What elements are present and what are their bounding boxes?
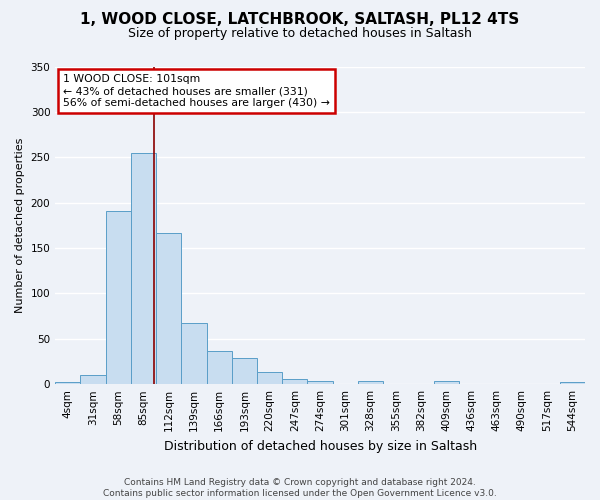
X-axis label: Distribution of detached houses by size in Saltash: Distribution of detached houses by size … bbox=[164, 440, 476, 452]
Bar bbox=[232, 358, 257, 384]
Bar bbox=[206, 350, 232, 384]
Bar bbox=[55, 382, 80, 384]
Bar bbox=[80, 375, 106, 384]
Bar bbox=[560, 382, 585, 384]
Bar bbox=[434, 382, 459, 384]
Bar bbox=[106, 211, 131, 384]
Y-axis label: Number of detached properties: Number of detached properties bbox=[15, 138, 25, 313]
Text: 1 WOOD CLOSE: 101sqm
← 43% of detached houses are smaller (331)
56% of semi-deta: 1 WOOD CLOSE: 101sqm ← 43% of detached h… bbox=[63, 74, 330, 108]
Text: Contains HM Land Registry data © Crown copyright and database right 2024.
Contai: Contains HM Land Registry data © Crown c… bbox=[103, 478, 497, 498]
Bar bbox=[282, 378, 307, 384]
Text: Size of property relative to detached houses in Saltash: Size of property relative to detached ho… bbox=[128, 28, 472, 40]
Text: 1, WOOD CLOSE, LATCHBROOK, SALTASH, PL12 4TS: 1, WOOD CLOSE, LATCHBROOK, SALTASH, PL12… bbox=[80, 12, 520, 28]
Bar bbox=[156, 232, 181, 384]
Bar bbox=[257, 372, 282, 384]
Bar bbox=[307, 382, 332, 384]
Bar bbox=[131, 152, 156, 384]
Bar bbox=[181, 324, 206, 384]
Bar bbox=[358, 380, 383, 384]
